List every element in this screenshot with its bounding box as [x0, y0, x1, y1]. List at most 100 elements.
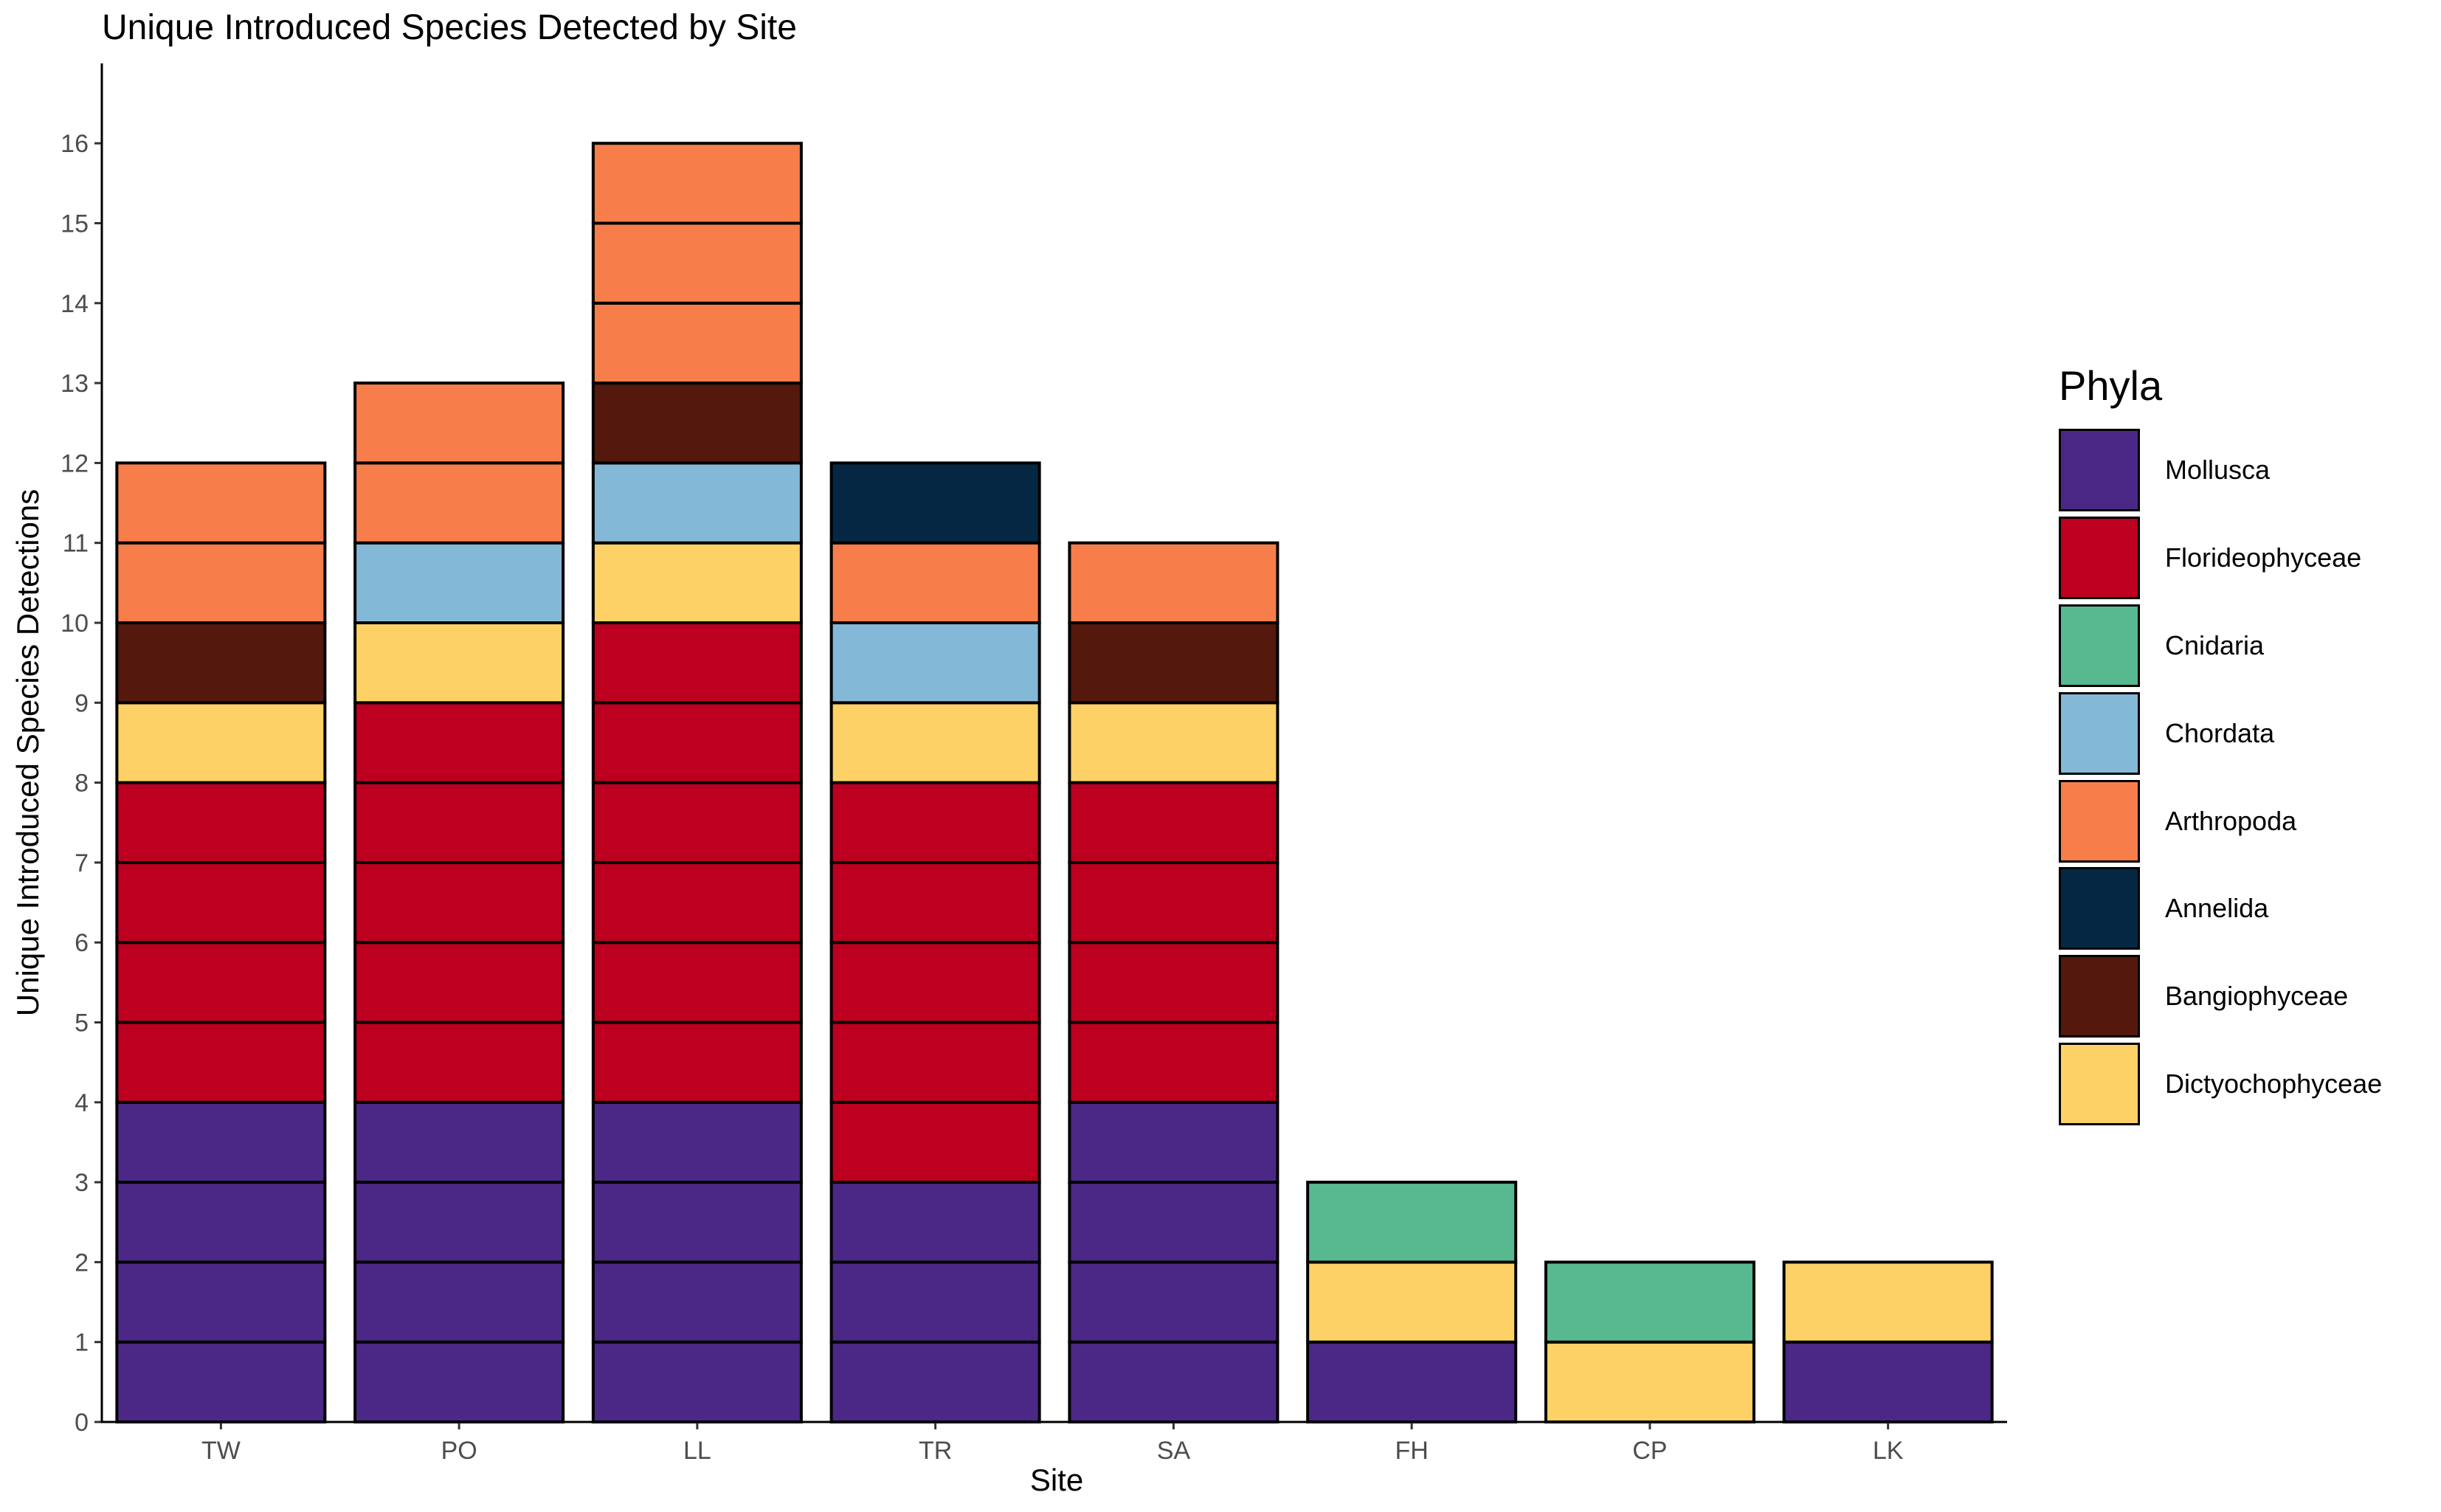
- bar-segment-ll-florideophyceae: [591, 941, 803, 1024]
- legend-item-mollusca: Mollusca: [2059, 427, 2382, 514]
- y-tick-label-2: 2: [75, 1249, 89, 1277]
- legend-label-arthropoda: Arthropoda: [2165, 805, 2297, 836]
- bar-segment-tr-florideophyceae: [829, 781, 1041, 864]
- legend-label-dictyochophyceae: Dictyochophyceae: [2165, 1068, 2383, 1099]
- chart-title: Unique Introduced Species Detected by Si…: [102, 8, 797, 47]
- bar-segment-sa-florideophyceae: [1068, 941, 1280, 1024]
- legend-key-chordata: [2059, 691, 2140, 775]
- bar-segment-ll-florideophyceae: [591, 860, 803, 945]
- x-axis-title-text: Site: [1029, 1463, 1084, 1497]
- bar-segment-tr-arthropoda: [829, 541, 1041, 625]
- legend-label-mollusca: Mollusca: [2165, 455, 2271, 486]
- bar-segment-cp-cnidaria: [1544, 1260, 1755, 1344]
- bar-segment-ll-arthropoda: [591, 301, 803, 385]
- bar-segment-ll-mollusca: [591, 1340, 803, 1423]
- bar-segment-sa-florideophyceae: [1068, 1021, 1280, 1104]
- bar-segment-tw-arthropoda: [115, 461, 327, 545]
- bar-segment-tr-dictyochophyceae: [829, 701, 1041, 784]
- bar-segment-po-florideophyceae: [353, 781, 565, 864]
- bar-segment-tr-florideophyceae: [829, 860, 1041, 945]
- bar-segment-tr-mollusca: [829, 1181, 1041, 1264]
- y-tick-label-12: 12: [61, 449, 89, 477]
- bar-segment-tr-florideophyceae: [829, 1021, 1041, 1104]
- bar-segment-ll-bangiophyceae: [591, 382, 803, 465]
- bar-segment-po-florideophyceae: [353, 941, 565, 1024]
- y-tick-label-11: 11: [63, 530, 89, 558]
- bar-segment-tw-arthropoda: [115, 541, 327, 625]
- x-tick-label-sa: SA: [1157, 1437, 1191, 1465]
- legend-key-bangiophyceae: [2059, 955, 2140, 1038]
- bar-segment-po-florideophyceae: [353, 1021, 565, 1104]
- bar-segment-tw-bangiophyceae: [115, 621, 327, 705]
- legend-item-arthropoda: Arthropoda: [2059, 777, 2382, 865]
- bar-segment-sa-florideophyceae: [1068, 860, 1280, 945]
- bar-segment-sa-florideophyceae: [1068, 781, 1280, 864]
- bar-segment-tw-mollusca: [115, 1100, 327, 1184]
- bar-segment-po-mollusca: [353, 1260, 565, 1344]
- bar-segment-lk-dictyochophyceae: [1782, 1260, 1994, 1344]
- legend-item-bangiophyceae: Bangiophyceae: [2059, 953, 2382, 1040]
- legend-item-dictyochophyceae: Dictyochophyceae: [2059, 1040, 2382, 1128]
- bar-segment-tr-annelida: [829, 461, 1041, 545]
- bar-segment-ll-florideophyceae: [591, 781, 803, 864]
- bar-segment-tr-florideophyceae: [829, 941, 1041, 1024]
- legend-item-florideophyceae: Florideophyceae: [2059, 514, 2382, 602]
- bar-segment-sa-dictyochophyceae: [1068, 701, 1280, 784]
- bar-segment-ll-mollusca: [591, 1100, 803, 1184]
- bar-segment-ll-mollusca: [591, 1260, 803, 1344]
- legend-label-annelida: Annelida: [2165, 893, 2269, 924]
- legend-label-florideophyceae: Florideophyceae: [2165, 542, 2362, 573]
- bar-segment-ll-florideophyceae: [591, 1021, 803, 1104]
- legend-item-chordata: Chordata: [2059, 689, 2382, 777]
- bar-segment-po-mollusca: [353, 1181, 565, 1264]
- bar-segment-sa-arthropoda: [1068, 541, 1280, 625]
- bar-segment-sa-bangiophyceae: [1068, 621, 1280, 705]
- bar-segment-ll-dictyochophyceae: [591, 541, 803, 625]
- legend-key-annelida: [2059, 867, 2140, 950]
- bar-segment-ll-arthropoda: [591, 142, 803, 225]
- legend-item-annelida: Annelida: [2059, 865, 2382, 953]
- bar-segment-sa-mollusca: [1068, 1181, 1280, 1264]
- bar-segment-lk-mollusca: [1782, 1340, 1994, 1423]
- y-tick-label-4: 4: [75, 1089, 89, 1117]
- legend-key-arthropoda: [2059, 779, 2140, 863]
- y-tick-label-7: 7: [75, 849, 89, 877]
- legend: Mollusca Florideophyceae Cnidaria Chordata A…: [2059, 427, 2382, 1128]
- legend-key-florideophyceae: [2059, 517, 2140, 600]
- x-tick-label-lk: LK: [1873, 1437, 1904, 1465]
- bar-segment-tw-florideophyceae: [115, 1021, 327, 1104]
- x-tick-label-fh: FH: [1395, 1437, 1428, 1465]
- bar-segment-tw-dictyochophyceae: [115, 701, 327, 784]
- bar-segment-po-dictyochophyceae: [353, 621, 565, 705]
- y-tick-label-8: 8: [75, 770, 89, 798]
- bar-segment-sa-mollusca: [1068, 1100, 1280, 1184]
- bar-segment-tw-florideophyceae: [115, 860, 327, 945]
- bar-segment-po-florideophyceae: [353, 701, 565, 784]
- y-axis-title: Unique Introduced Species Detections: [10, 489, 45, 1017]
- bar-segment-sa-mollusca: [1068, 1260, 1280, 1344]
- bar-segment-po-florideophyceae: [353, 860, 565, 945]
- bar-segment-po-chordata: [353, 541, 565, 625]
- bar-segment-tr-mollusca: [829, 1340, 1041, 1423]
- bar-segment-tr-florideophyceae: [829, 1100, 1041, 1184]
- legend-key-cnidaria: [2059, 604, 2140, 687]
- legend-label-chordata: Chordata: [2165, 717, 2275, 748]
- bar-segment-tw-mollusca: [115, 1260, 327, 1344]
- bar-segment-tw-mollusca: [115, 1181, 327, 1264]
- y-tick-label-9: 9: [75, 689, 89, 717]
- legend-label-cnidaria: Cnidaria: [2165, 629, 2265, 660]
- legend-key-dictyochophyceae: [2059, 1042, 2140, 1125]
- x-tick-label-cp: CP: [1632, 1437, 1667, 1465]
- bar-segment-tr-chordata: [829, 621, 1041, 705]
- x-tick-label-tw: TW: [201, 1437, 241, 1465]
- bar-segment-fh-dictyochophyceae: [1306, 1260, 1518, 1344]
- x-tick-label-ll: LL: [683, 1437, 711, 1465]
- bar-segment-fh-cnidaria: [1306, 1181, 1518, 1264]
- legend-item-cnidaria: Cnidaria: [2059, 602, 2382, 690]
- legend-label-bangiophyceae: Bangiophyceae: [2165, 981, 2349, 1012]
- bar-segment-po-mollusca: [353, 1100, 565, 1184]
- bar-segment-ll-florideophyceae: [591, 621, 803, 705]
- bar-segment-ll-florideophyceae: [591, 701, 803, 784]
- x-tick-label-po: PO: [441, 1437, 477, 1465]
